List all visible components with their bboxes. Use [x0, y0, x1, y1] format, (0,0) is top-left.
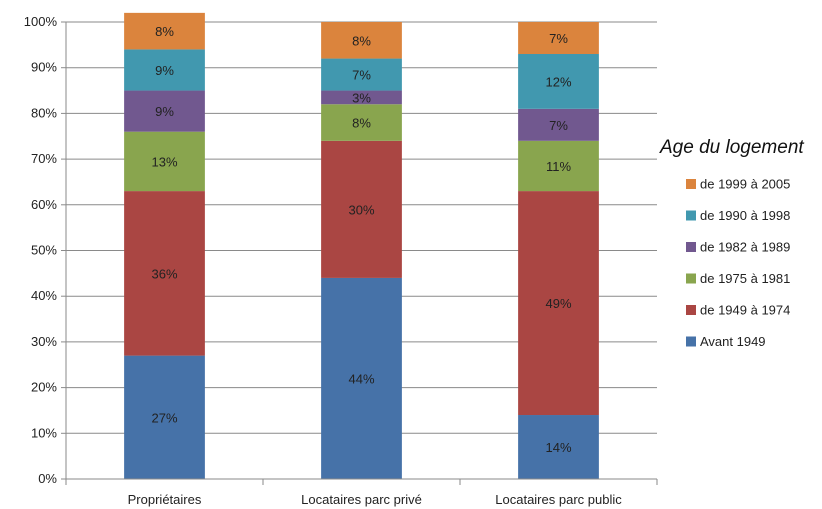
bar-segment: [124, 131, 205, 192]
legend-label: de 1982 à 1989: [700, 240, 790, 255]
bar-segment: [518, 140, 599, 192]
data-label: 27%: [151, 410, 177, 425]
data-label: 3%: [352, 90, 371, 105]
legend: Age du logement de 1999 à 2005 de 1990 à …: [659, 137, 804, 349]
data-label: 9%: [155, 104, 174, 119]
x-category-label: Propriétaires: [128, 492, 202, 507]
legend-label: de 1999 à 2005: [700, 177, 790, 192]
data-label: 7%: [549, 31, 568, 46]
bar-segment: [124, 49, 205, 91]
legend-label: de 1975 à 1981: [700, 271, 790, 286]
legend-title: Age du logement: [659, 137, 804, 158]
x-category-label: Locataires parc public: [495, 492, 622, 507]
legend-label: de 1949 à 1974: [700, 303, 790, 318]
x-category-label: Locataires parc privé: [301, 492, 422, 507]
bar-segment: [124, 191, 205, 356]
y-tick-label: 80%: [31, 105, 57, 120]
y-axis: 0% 10% 20% 30% 40% 50% 60% 70% 80% 90% 100%: [24, 14, 67, 486]
legend-swatch: [686, 179, 696, 189]
data-label: 8%: [352, 116, 371, 131]
legend-swatch: [686, 242, 696, 252]
bar-segment: [124, 90, 205, 132]
data-label: 7%: [549, 118, 568, 133]
bar-segment: [321, 277, 402, 479]
data-label: 14%: [545, 440, 571, 455]
bar-segment: [518, 22, 599, 54]
y-tick-label: 50%: [31, 243, 57, 258]
y-tick-label: 70%: [31, 151, 57, 166]
bar-segment: [321, 58, 402, 91]
bar-segment: [321, 104, 402, 141]
data-label: 36%: [151, 266, 177, 281]
y-tick-label: 100%: [24, 14, 58, 29]
data-label: 30%: [348, 202, 374, 217]
data-label: 9%: [155, 63, 174, 78]
data-label: 49%: [545, 296, 571, 311]
bar-segment: [518, 415, 599, 479]
y-tick-label: 20%: [31, 380, 57, 395]
bar-segment: [518, 191, 599, 416]
legend-swatch: [686, 273, 696, 284]
data-label: 11%: [546, 159, 571, 174]
data-label: 7%: [352, 68, 371, 83]
bar-segment: [321, 22, 402, 59]
y-tick-label: 30%: [31, 334, 57, 349]
bar-segment: [518, 53, 599, 109]
y-tick-label: 10%: [31, 425, 57, 440]
legend-label: de 1990 à 1998: [700, 208, 790, 223]
legend-label: Avant 1949: [700, 334, 766, 349]
y-tick-label: 40%: [31, 288, 57, 303]
bars: 27% 36% 13% 9% 9% 8% 44% 30% 8% 3% 7% 8% 14% 49% 11% 7%…: [124, 12, 599, 479]
bar-segment: [518, 108, 599, 141]
bar-segment: [321, 140, 402, 278]
legend-swatch: [686, 336, 696, 347]
data-label: 13%: [151, 154, 177, 169]
x-axis: Propriétaires Locataires parc privé Locata…: [65, 478, 658, 507]
y-tick-label: 60%: [31, 197, 57, 212]
data-label: 8%: [155, 24, 174, 39]
bar-segment: [321, 90, 402, 105]
y-tick-label: 0%: [38, 471, 57, 486]
y-tick-label: 90%: [31, 60, 57, 75]
bar-segment: [124, 355, 205, 479]
data-label: 44%: [348, 371, 374, 386]
legend-swatch: [686, 210, 696, 221]
data-label: 12%: [545, 74, 571, 89]
bar-segment: [124, 12, 205, 50]
data-label: 8%: [352, 33, 371, 48]
legend-swatch: [686, 305, 696, 315]
